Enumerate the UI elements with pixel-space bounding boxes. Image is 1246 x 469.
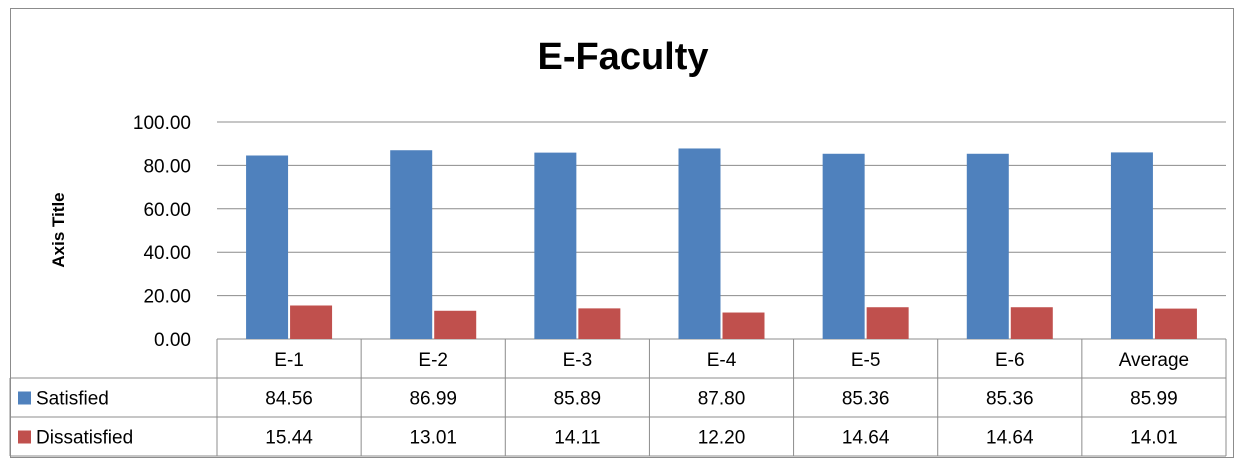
data-label: 86.99 [409, 389, 457, 410]
legend-key-dissatisfied [18, 430, 31, 444]
y-tick-label: 20.00 [143, 287, 191, 308]
legend-key-satisfied [18, 391, 31, 405]
data-label: 14.64 [842, 428, 890, 449]
data-label: 87.80 [698, 389, 746, 410]
y-tick-label: 80.00 [143, 156, 191, 177]
bar-satisfied-e-3 [534, 152, 577, 339]
y-tick-label: 60.00 [143, 200, 191, 221]
category-label: E-5 [851, 350, 881, 371]
data-label: 85.36 [842, 389, 890, 410]
category-label: E-1 [274, 350, 304, 371]
category-label: E-2 [418, 350, 448, 371]
bar-satisfied-e-4 [678, 148, 721, 339]
data-label: 14.01 [1130, 428, 1178, 449]
y-tick-label: 100.00 [133, 113, 191, 134]
category-label: E-4 [707, 350, 737, 371]
legend-label-dissatisfied: Dissatisfied [36, 428, 133, 449]
bar-satisfied-e-5 [822, 153, 865, 339]
bar-dissatisfied-e-2 [434, 310, 477, 339]
bar-satisfied-average [1110, 152, 1153, 339]
data-label: 85.89 [554, 389, 602, 410]
bar-dissatisfied-e-1 [290, 305, 333, 339]
bar-dissatisfied-average [1154, 308, 1197, 339]
bar-satisfied-e-2 [390, 150, 433, 339]
bar-dissatisfied-e-4 [722, 312, 765, 339]
y-tick-label: 40.00 [143, 243, 191, 264]
category-label: E-3 [563, 350, 593, 371]
data-label: 13.01 [409, 428, 457, 449]
bar-dissatisfied-e-5 [866, 307, 909, 339]
legend-label-satisfied: Satisfied [36, 389, 109, 410]
chart-title: E-Faculty [537, 36, 709, 78]
data-label: 85.99 [1130, 389, 1178, 410]
data-label: 14.64 [986, 428, 1034, 449]
bar-dissatisfied-e-3 [578, 308, 621, 339]
data-label: 14.11 [554, 428, 600, 449]
category-label: Average [1119, 350, 1189, 371]
chart-frame [10, 8, 1234, 458]
data-label: 15.44 [265, 428, 313, 449]
data-label: 84.56 [265, 389, 313, 410]
bar-satisfied-e-6 [966, 153, 1009, 339]
data-label: 12.20 [698, 428, 746, 449]
bar-satisfied-e-1 [246, 155, 289, 339]
data-label: 85.36 [986, 389, 1034, 410]
y-tick-label: 0.00 [154, 330, 191, 351]
category-label: E-6 [995, 350, 1025, 371]
bar-dissatisfied-e-6 [1010, 307, 1053, 339]
